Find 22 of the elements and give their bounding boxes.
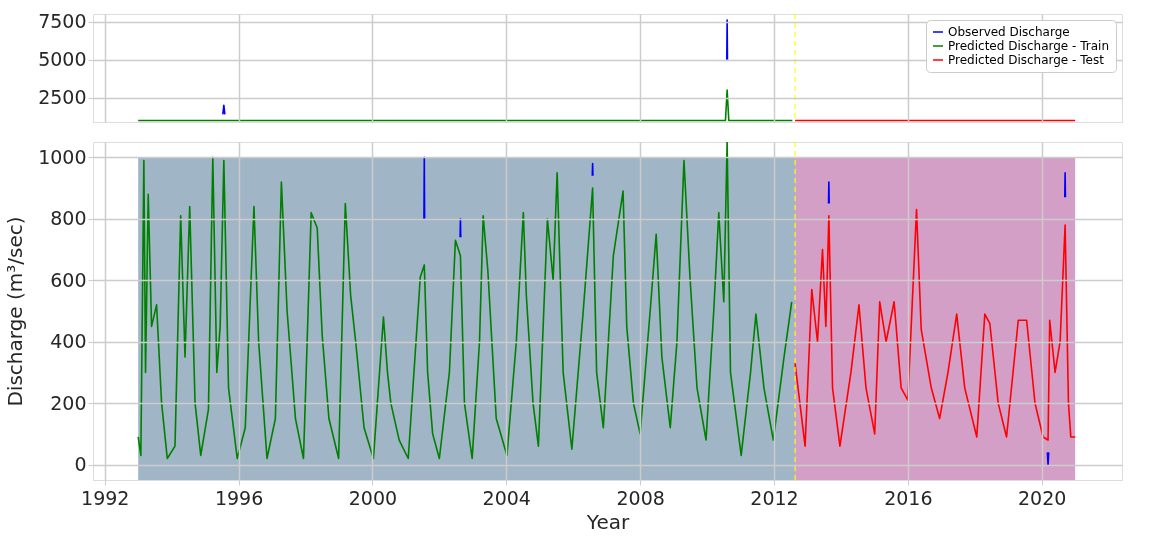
x-tick-label: 2020 — [1018, 486, 1067, 509]
x-axis-title: Year — [585, 509, 630, 534]
legend-label: Predicted Discharge - Train — [948, 39, 1110, 53]
legend-label: Predicted Discharge - Test — [948, 53, 1105, 67]
y-tick-label: 400 — [50, 330, 87, 353]
y-tick-label: 800 — [50, 207, 87, 230]
legend-label: Observed Discharge — [948, 25, 1070, 39]
y-tick-label: 7500 — [38, 10, 87, 33]
y-tick-label: 200 — [50, 391, 87, 414]
x-tick-label: 2008 — [616, 486, 665, 509]
y-tick-label: 2500 — [38, 86, 87, 109]
x-tick-label: 2000 — [348, 486, 398, 509]
y-tick-label: 600 — [50, 268, 87, 291]
y-axis-title: Discharge (m³/sec) — [3, 216, 28, 407]
y-tick-label: 0 — [74, 453, 87, 476]
x-tick-label: 2016 — [884, 486, 933, 509]
y-tick-label: 5000 — [38, 48, 87, 71]
x-tick-label: 1996 — [214, 486, 264, 509]
x-tick-label: 2004 — [482, 486, 531, 509]
x-tick-label: 1992 — [81, 486, 130, 509]
y-tick-label: 1000 — [38, 145, 87, 168]
x-tick-label: 2012 — [750, 486, 799, 509]
